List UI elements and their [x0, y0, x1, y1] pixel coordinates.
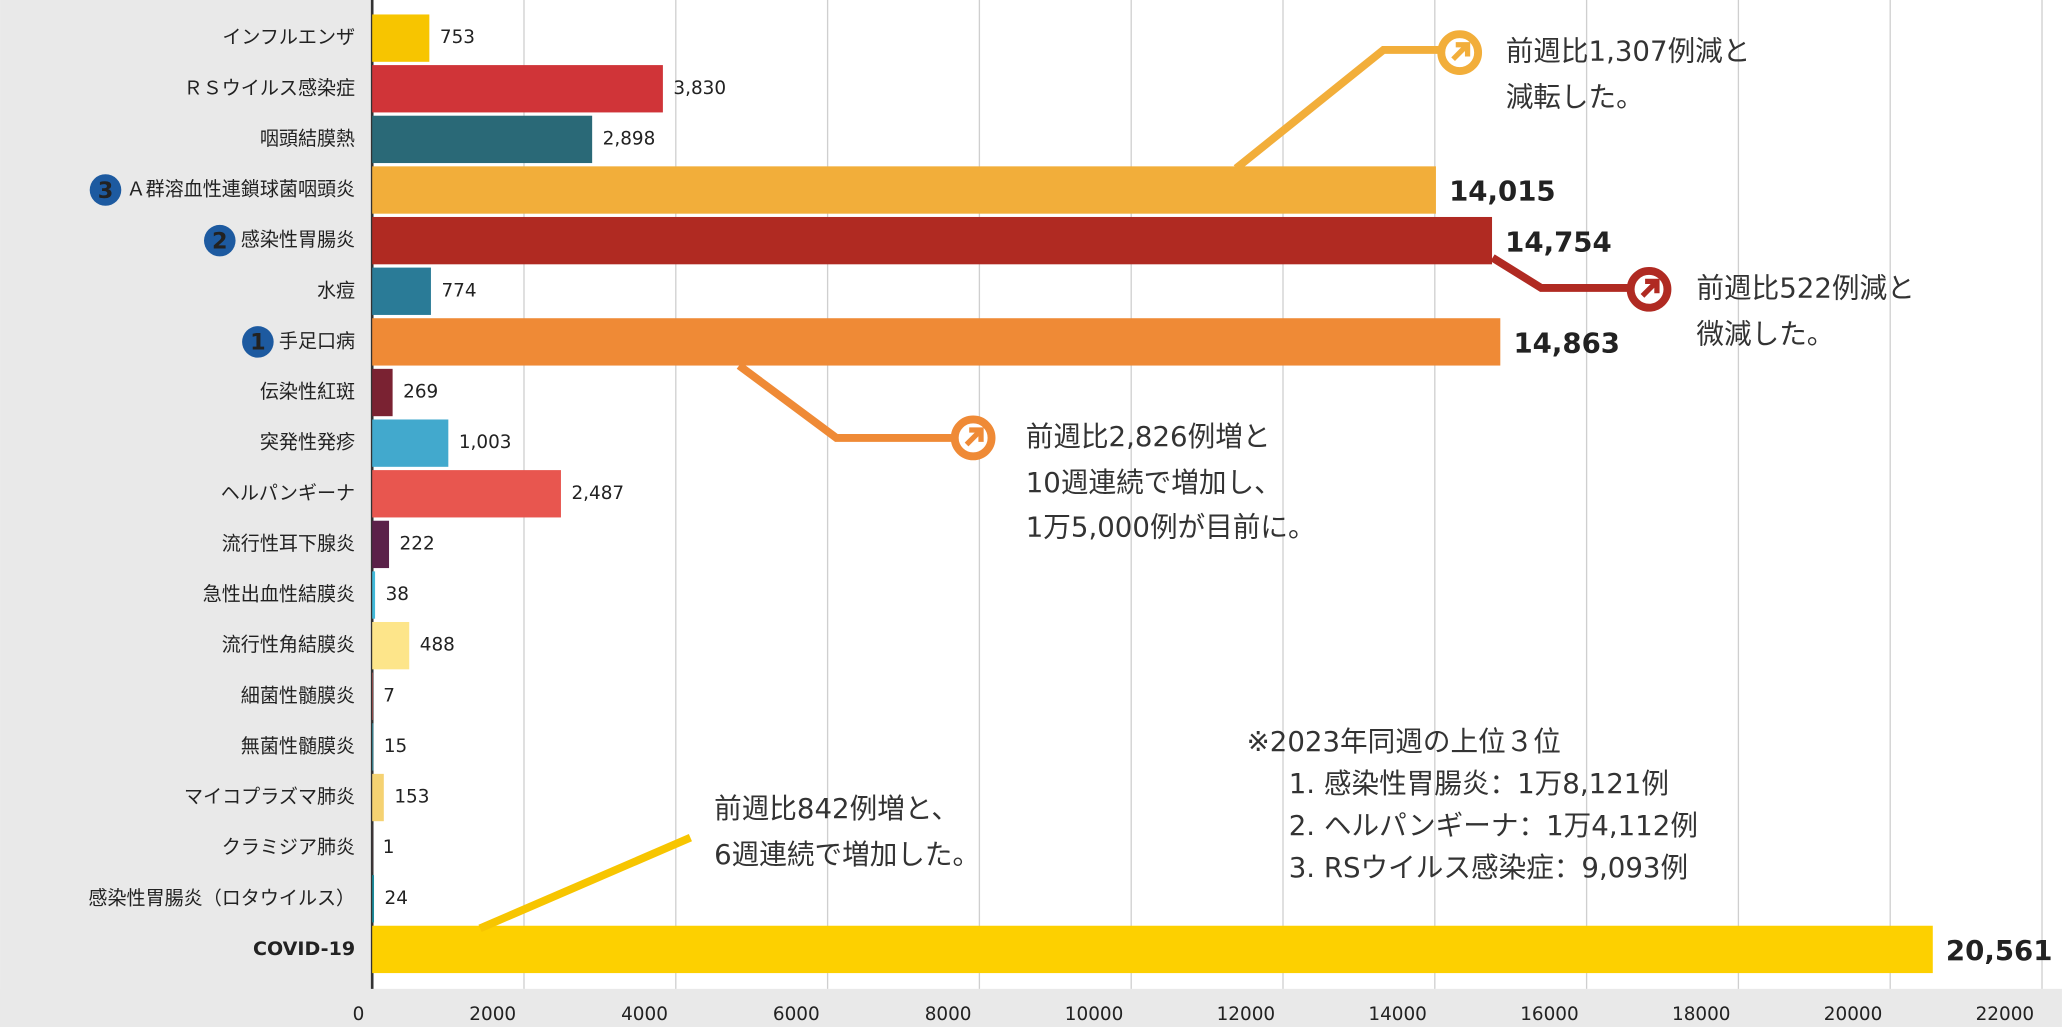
bar — [372, 65, 663, 113]
bar — [372, 520, 390, 569]
note-item: 3. RSウイルス感染症：9,093例 — [1289, 851, 1688, 884]
value-label: 269 — [403, 382, 438, 403]
value-label: 38 — [386, 584, 409, 605]
x-tick-label: 2000 — [469, 1004, 516, 1025]
annotation-text: 前週比522例減と — [1696, 271, 1914, 304]
bar — [372, 773, 384, 822]
value-label: 488 — [420, 635, 455, 656]
callout-arrow — [1640, 278, 1660, 298]
x-tick-label: 18000 — [1672, 1004, 1731, 1025]
bar — [372, 875, 375, 923]
category-label: 水痘 — [317, 280, 355, 302]
x-tick-label: 0 — [353, 1004, 365, 1025]
bar — [372, 14, 430, 62]
annotation-text: 6週連続で増加した。 — [714, 838, 980, 871]
value-label: 774 — [441, 280, 476, 301]
bar — [372, 368, 393, 417]
callout-arrow — [1451, 42, 1471, 62]
rank-badge — [89, 174, 122, 206]
value-label: 14,015 — [1449, 175, 1556, 208]
rank-badge — [242, 326, 274, 358]
category-label: 感染性胃腸炎（ロタウイルス） — [88, 887, 355, 909]
bar — [372, 419, 449, 467]
annotation-text: 前週比1,307例減と — [1506, 35, 1751, 68]
callout-line — [1233, 46, 1447, 172]
annotation-text: 前週比2,826例増と — [1026, 420, 1271, 453]
x-tick-label: 14000 — [1368, 1004, 1427, 1025]
x-tick-label: 10000 — [1065, 1004, 1124, 1025]
bar — [372, 115, 593, 164]
category-label: 急性出血性結膜炎 — [203, 584, 355, 606]
annotation-text: 10週連続で増加し、 — [1026, 466, 1282, 499]
category-label: 無菌性髄膜炎 — [241, 735, 355, 757]
value-label: 153 — [394, 787, 429, 808]
bar — [372, 571, 376, 619]
value-label: 2,487 — [571, 483, 624, 504]
bar — [372, 267, 431, 315]
callout-line — [736, 362, 954, 442]
annotation-text: 微減した。 — [1696, 317, 1834, 350]
category-label: 手足口病 — [279, 330, 355, 352]
category-label: 咽頭結膜熱 — [260, 128, 355, 150]
value-label: 24 — [385, 888, 408, 909]
x-tick-label: 12000 — [1217, 1004, 1276, 1025]
bar — [372, 318, 1501, 366]
bar — [372, 925, 1933, 974]
rank-number: 1 — [250, 330, 266, 356]
value-label: 20,561 — [1946, 934, 2053, 967]
value-label: 753 — [440, 27, 475, 48]
annotation-text: 1万5,000例が目前に。 — [1026, 511, 1316, 544]
value-label: 222 — [400, 533, 435, 554]
bar — [372, 621, 410, 670]
bar — [372, 723, 374, 771]
category-label: 流行性角結膜炎 — [222, 634, 355, 656]
x-tick-label: 8000 — [925, 1004, 972, 1025]
value-label: 1,003 — [459, 432, 512, 453]
annotation-text: 減転した。 — [1506, 81, 1644, 114]
category-label: ヘルパンギーナ — [221, 482, 355, 504]
x-tick-label: 22000 — [1976, 1004, 2035, 1025]
category-label: 細菌性髄膜炎 — [241, 685, 355, 707]
category-label: COVID-19 — [253, 938, 355, 960]
category-label: 伝染性紅斑 — [260, 381, 355, 403]
value-label: 14,754 — [1505, 225, 1612, 258]
x-tick-label: 4000 — [621, 1004, 668, 1025]
value-label: 14,863 — [1513, 327, 1620, 360]
category-label: クラミジア肺炎 — [222, 837, 355, 859]
axis-panel — [0, 988, 2062, 1027]
bar — [372, 216, 1493, 265]
rank-badge — [203, 224, 236, 257]
category-label: 感染性胃腸炎 — [241, 229, 355, 251]
value-label: 1 — [383, 837, 395, 858]
category-label: Ａ群溶血性連鎖球菌咽頭炎 — [127, 179, 356, 201]
category-label: ＲＳウイルス感染症 — [184, 77, 355, 99]
x-tick-label: 16000 — [1520, 1004, 1579, 1025]
callout-arrow — [964, 427, 984, 447]
callout-line — [1490, 254, 1631, 292]
rank-number: 2 — [212, 228, 228, 254]
category-label: マイコプラズマ肺炎 — [184, 786, 355, 808]
note-item: 1. 感染性胃腸炎：1万8,121例 — [1289, 767, 1669, 800]
label-panel — [0, 0, 373, 1027]
annotation-text: 前週比842例増と、 — [714, 792, 959, 825]
bar — [372, 166, 1436, 214]
callout-line — [478, 834, 692, 932]
note-item: 2. ヘルパンギーナ：1万4,112例 — [1289, 809, 1698, 842]
note-title: ※2023年同週の上位３位 — [1247, 725, 1561, 758]
value-label: 7 — [383, 685, 395, 706]
category-label: 流行性耳下腺炎 — [222, 533, 355, 555]
value-label: 2,898 — [603, 128, 656, 149]
x-tick-label: 20000 — [1824, 1004, 1883, 1025]
bar — [372, 672, 373, 720]
x-tick-label: 6000 — [773, 1004, 820, 1025]
category-label: インフルエンザ — [222, 27, 355, 49]
value-label: 15 — [384, 736, 407, 757]
value-label: 3,830 — [673, 78, 726, 99]
category-label: 突発性発疹 — [260, 432, 355, 454]
rank-number: 3 — [98, 178, 114, 204]
bar — [372, 470, 561, 518]
